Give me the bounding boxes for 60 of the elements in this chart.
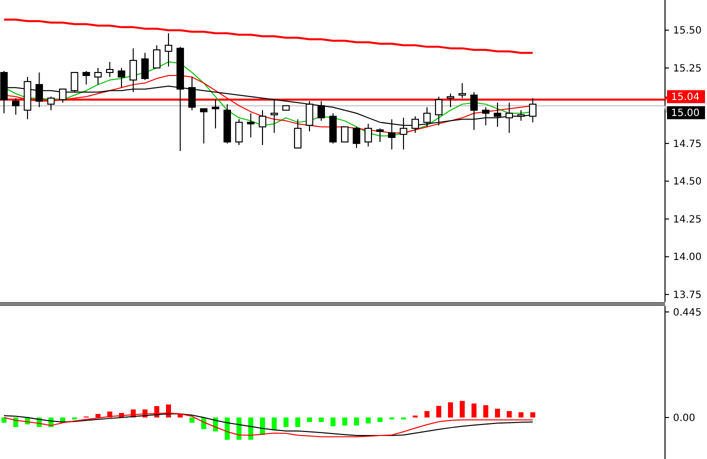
bar — [284, 417, 288, 427]
bar — [530, 412, 536, 418]
candlestick — [200, 108, 208, 144]
candlestick — [106, 61, 114, 78]
y-tick-label: 0.00 — [673, 412, 696, 424]
bar — [448, 402, 453, 418]
candlestick — [364, 123, 372, 147]
candlestick — [12, 98, 20, 116]
candlestick — [94, 67, 102, 86]
candlestick — [517, 110, 525, 122]
candlestick — [164, 32, 172, 67]
bar — [495, 408, 500, 418]
y-tick-label: 15.25 — [673, 63, 702, 74]
candlestick — [153, 44, 160, 68]
bar — [307, 417, 312, 422]
bar — [506, 411, 512, 418]
bar — [518, 412, 524, 418]
bar — [483, 405, 488, 418]
bar — [190, 417, 194, 423]
candlestick — [82, 70, 90, 86]
bar — [472, 403, 476, 418]
bar — [224, 417, 230, 440]
y-tick-label: 15.50 — [673, 26, 702, 37]
candlestick — [352, 126, 360, 148]
candlestick — [247, 112, 254, 138]
y-tick-label: 0.445 — [673, 307, 702, 318]
bar — [366, 417, 371, 424]
bar — [248, 417, 254, 440]
ref-line-label: 15.04 — [671, 92, 700, 104]
candlestick — [446, 93, 454, 108]
candlestick — [212, 99, 220, 129]
bar — [424, 411, 430, 418]
candlestick — [235, 118, 243, 146]
bar — [436, 406, 442, 418]
bar — [272, 417, 277, 431]
candlestick — [141, 52, 149, 81]
candlestick — [47, 96, 55, 111]
candlestick — [294, 118, 302, 148]
bar — [318, 417, 324, 422]
candlestick — [318, 100, 325, 122]
bar — [236, 417, 242, 440]
bar — [354, 417, 359, 426]
candlestick — [376, 128, 384, 142]
bar — [460, 400, 465, 418]
bar — [330, 417, 336, 426]
line-series — [3, 18, 534, 54]
bar — [295, 417, 300, 427]
bar — [342, 417, 348, 426]
candlestick — [258, 110, 266, 146]
bar — [378, 417, 382, 422]
y-tick-label: 14.75 — [673, 138, 702, 150]
y-tick-label: 13.75 — [673, 290, 702, 301]
candlestick — [59, 88, 66, 104]
ref-line-label: 15.00 — [671, 108, 700, 120]
candlestick — [341, 126, 348, 142]
y-tick-label: 14.50 — [673, 176, 702, 188]
candlestick — [458, 82, 466, 99]
candlestick — [118, 67, 126, 88]
y-tick-label: 14.00 — [673, 252, 702, 264]
y-tick-label: 14.25 — [673, 214, 702, 226]
